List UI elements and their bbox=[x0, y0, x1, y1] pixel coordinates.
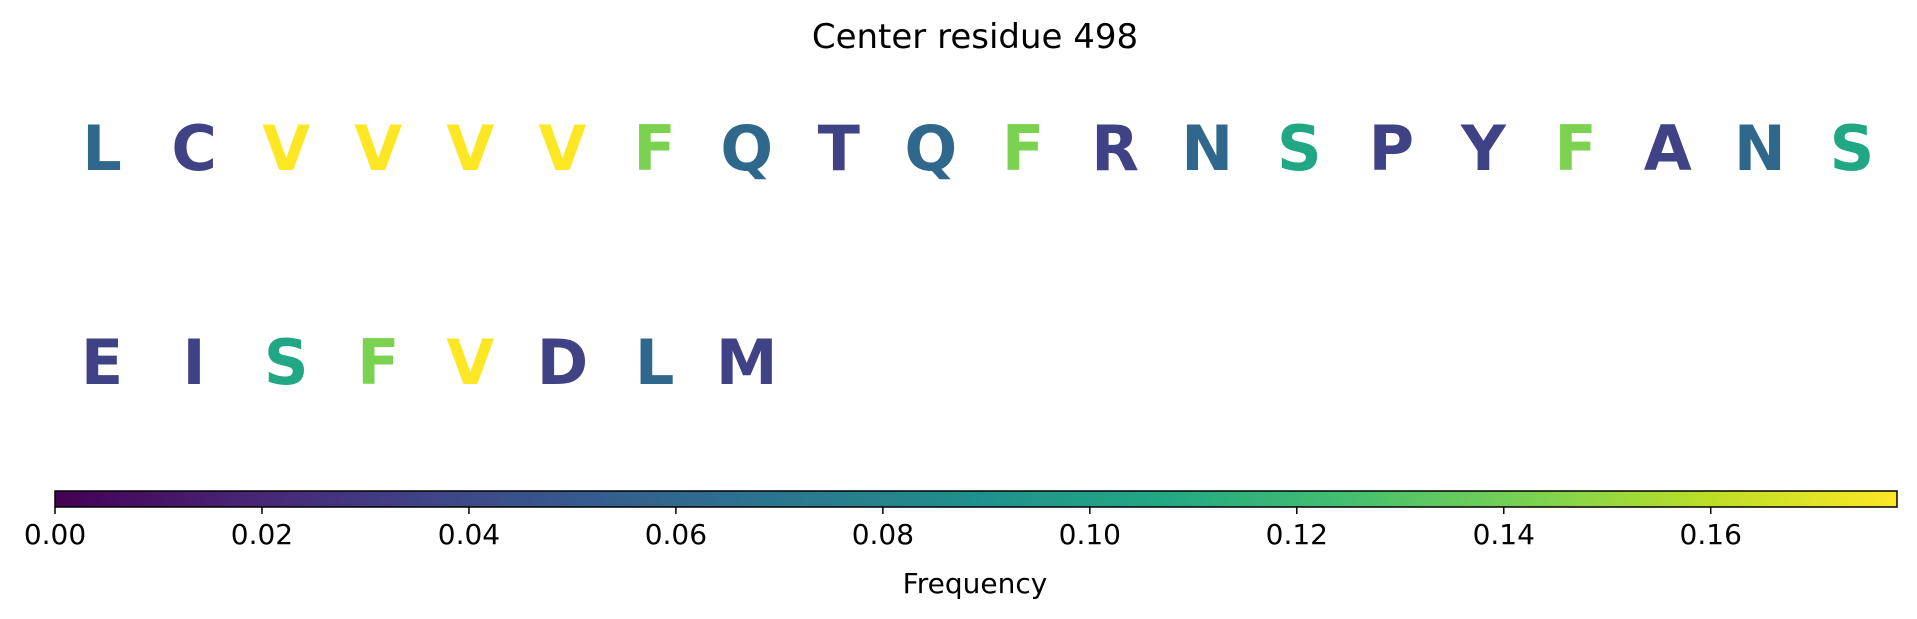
residue-letter: E bbox=[81, 326, 123, 399]
residue-letter: Q bbox=[720, 112, 773, 185]
colorbar-tick-label: 0.10 bbox=[1059, 518, 1121, 551]
colorbar-ticks: 0.00 0.02 0.04 0.06 0.08 0.10 0.12 0.14 0.16 bbox=[24, 507, 1742, 551]
residue-letter: V bbox=[539, 112, 587, 185]
residue-letter: R bbox=[1091, 112, 1139, 185]
colorbar bbox=[55, 491, 1897, 507]
colorbar-tick-label: 0.04 bbox=[438, 518, 500, 551]
residue-letter: S bbox=[264, 326, 309, 399]
residue-letter: S bbox=[1830, 112, 1875, 185]
residue-letter: V bbox=[262, 112, 310, 185]
chart-title: Center residue 498 bbox=[812, 17, 1138, 57]
residue-letters: L C V V V V F Q T Q F R N S P Y F A N SE I S F V D L M bbox=[81, 112, 1874, 399]
residue-letter: F bbox=[633, 112, 675, 185]
colorbar-tick-label: 0.16 bbox=[1680, 518, 1742, 551]
residue-letter: S bbox=[1277, 112, 1322, 185]
colorbar-tick-label: 0.06 bbox=[645, 518, 707, 551]
residue-letter: L bbox=[82, 112, 122, 185]
residue-letter: V bbox=[354, 112, 402, 185]
residue-letter: A bbox=[1644, 112, 1692, 185]
residue-letter: P bbox=[1369, 112, 1414, 185]
colorbar-tick-label: 0.00 bbox=[24, 518, 86, 551]
colorbar-frame bbox=[54, 490, 1898, 508]
residue-letter: N bbox=[1181, 112, 1233, 185]
residue-letter: Q bbox=[905, 112, 958, 185]
residue-letter: C bbox=[171, 112, 217, 185]
residue-letter: T bbox=[818, 112, 860, 185]
residue-letter: I bbox=[183, 326, 206, 399]
residue-letter: V bbox=[446, 112, 494, 185]
residue-letter: N bbox=[1734, 112, 1786, 185]
colorbar-label: Frequency bbox=[903, 567, 1048, 600]
residue-letter: F bbox=[1554, 112, 1596, 185]
residue-letter: Y bbox=[1460, 112, 1507, 185]
colorbar-tick-label: 0.14 bbox=[1473, 518, 1535, 551]
residue-letter: F bbox=[1002, 112, 1044, 185]
colorbar-tick-label: 0.02 bbox=[231, 518, 293, 551]
residue-letter: M bbox=[716, 326, 778, 399]
residue-letter: F bbox=[357, 326, 399, 399]
colorbar-tick-label: 0.12 bbox=[1266, 518, 1328, 551]
residue-letter: V bbox=[446, 326, 494, 399]
colorbar-tick-label: 0.08 bbox=[852, 518, 914, 551]
residue-letter: L bbox=[635, 326, 675, 399]
residue-letter: D bbox=[537, 326, 588, 399]
